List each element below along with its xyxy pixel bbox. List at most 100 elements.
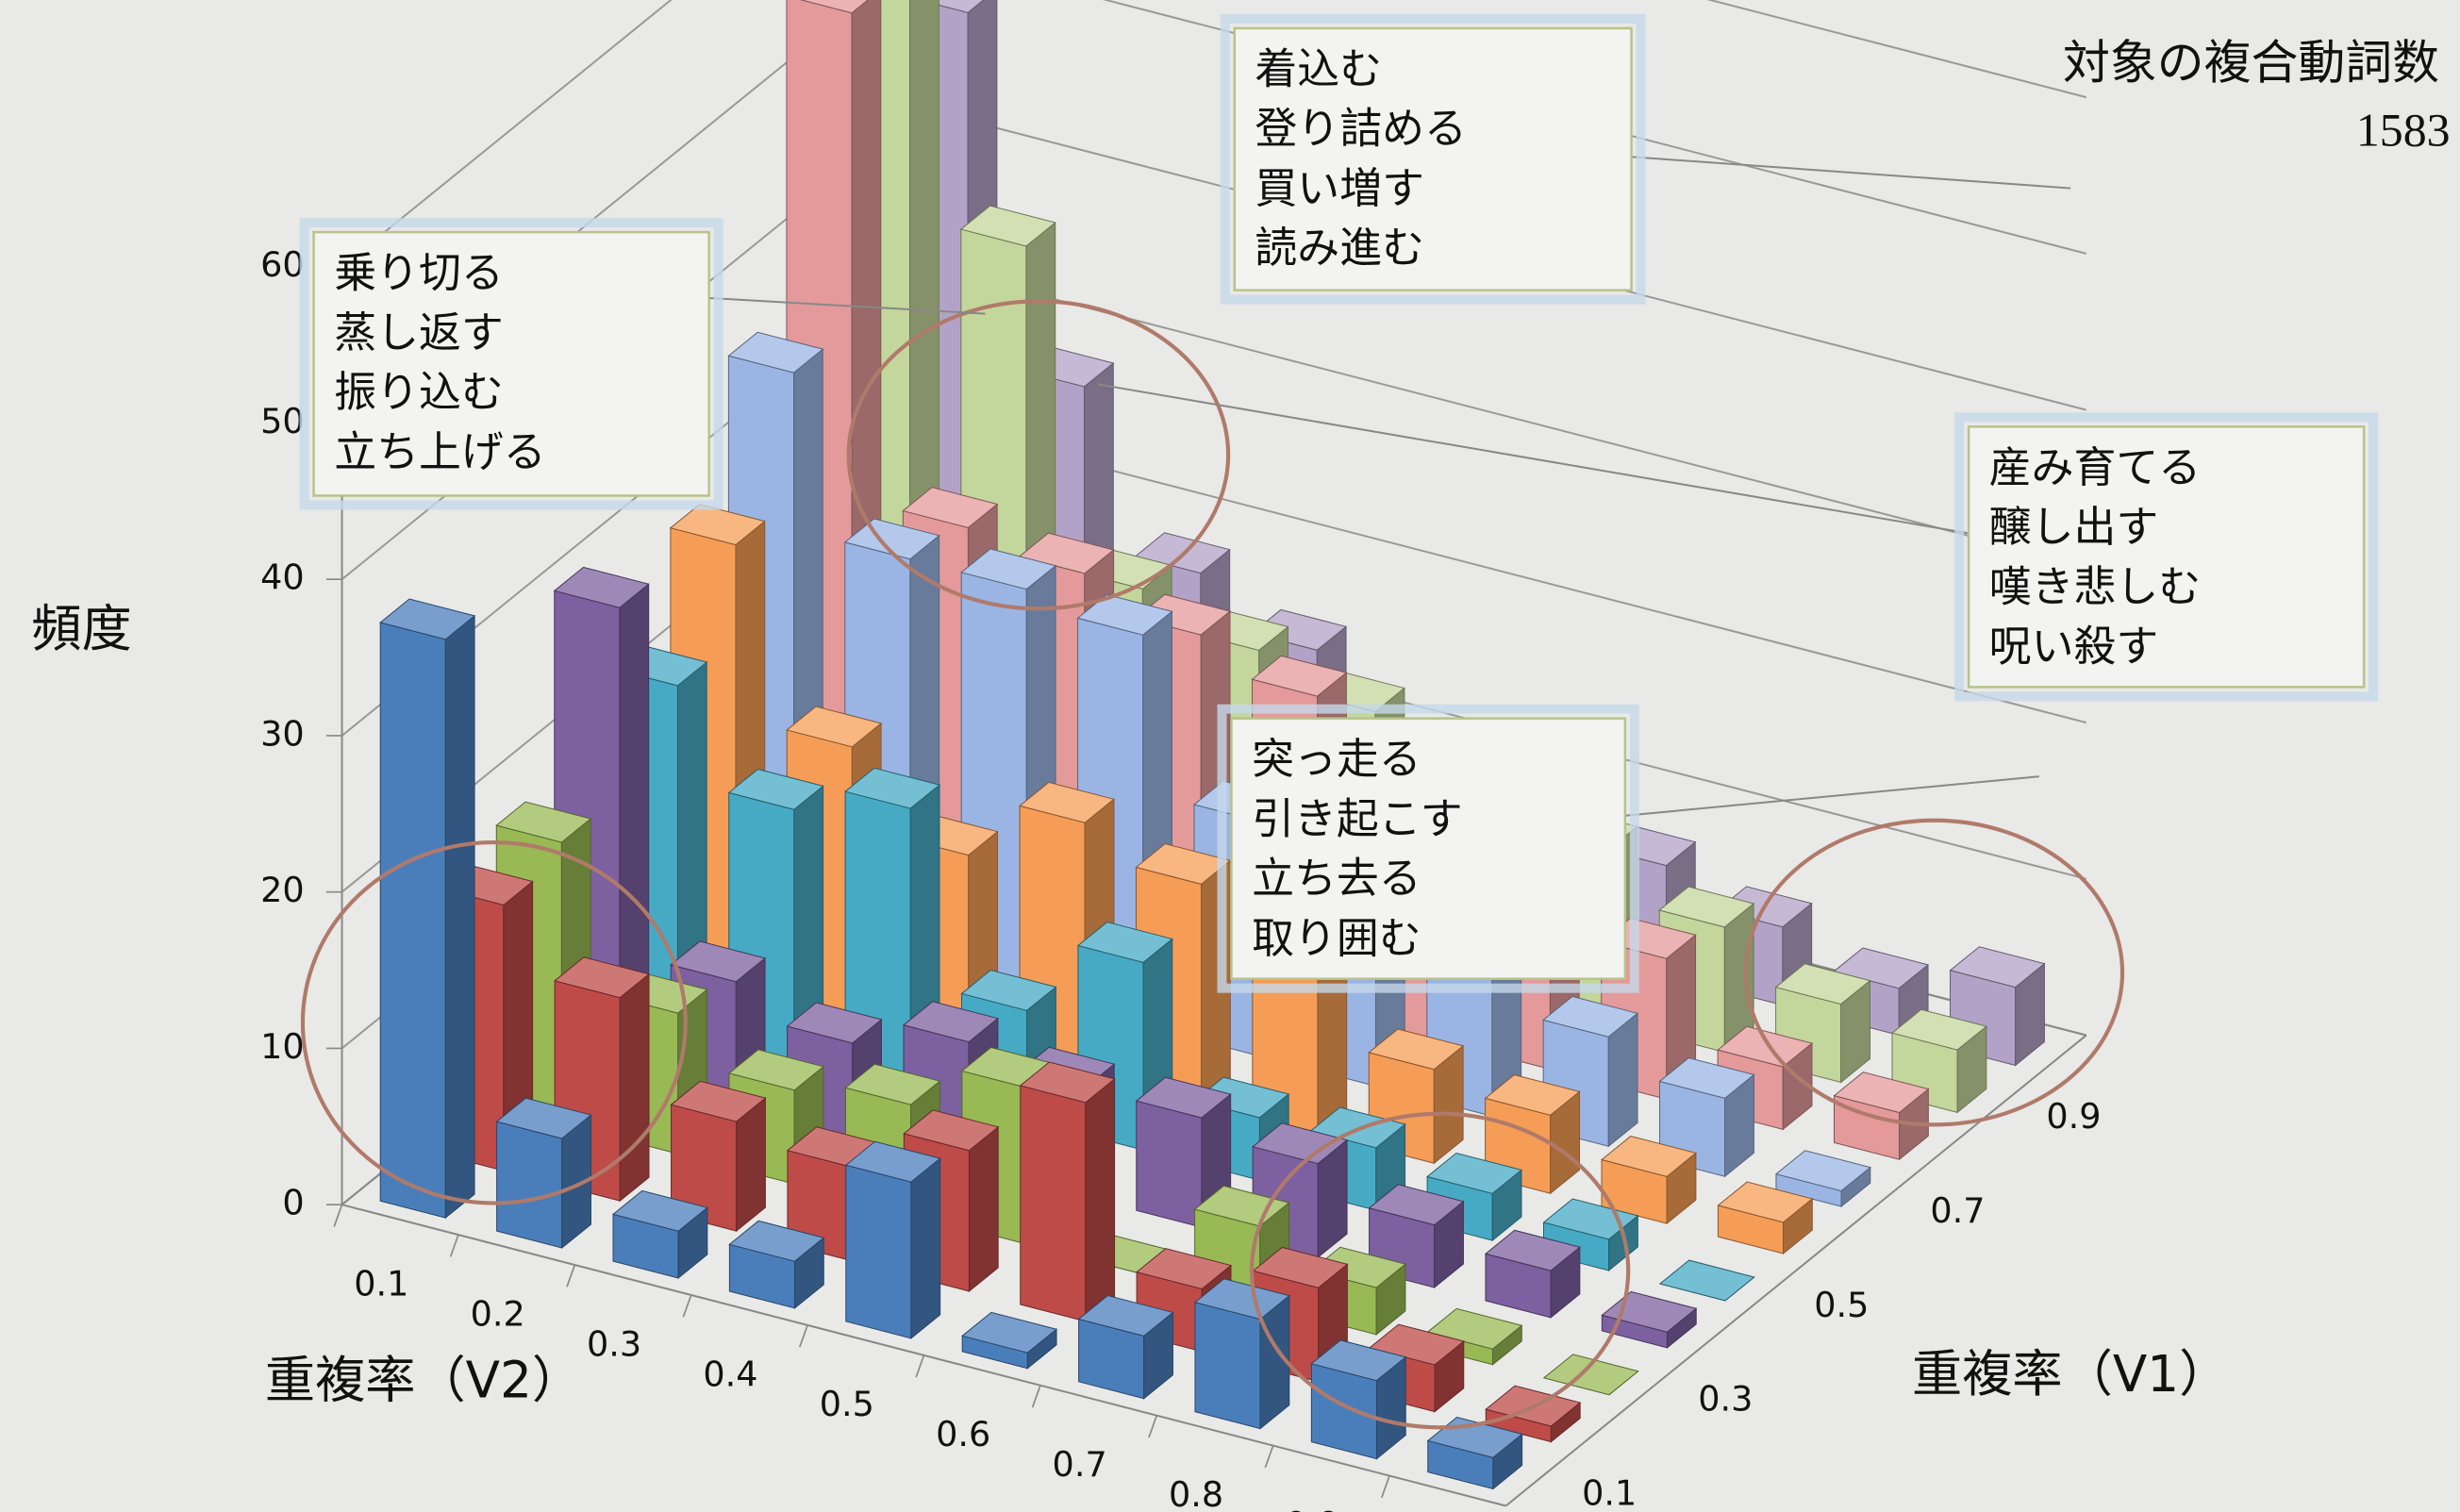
bar [1600,1136,1697,1225]
bar [844,1140,941,1339]
bar-front [1136,1100,1203,1228]
bar [1484,1229,1581,1319]
annotation-box [312,230,710,497]
annotation-text: 醸し出す [1989,502,2159,552]
bar-front [496,1121,563,1249]
x-tick-label: 0.1 [354,1263,408,1304]
bar-front [1020,1085,1087,1322]
bar-top [669,504,766,546]
bar [1310,1339,1407,1460]
y-tick-label: 20 [260,870,305,910]
annotation-box [1967,425,2366,689]
bar-top [727,331,824,374]
bar [961,1311,1058,1370]
x-tick-label: 0.2 [471,1293,525,1334]
bar-top [1717,1025,1814,1068]
bar-top [1600,1136,1697,1177]
bar-top [1426,1152,1523,1194]
bar-top [1310,1339,1407,1382]
bar [611,1189,708,1280]
bar-top [495,1097,592,1139]
z-tick-label: 0.1 [1582,1472,1637,1512]
annotation-text: 産み育てる [1989,442,2201,492]
bar [1077,1295,1174,1400]
z-tick-label: 0.9 [2046,1096,2101,1137]
bar-top [1076,922,1173,963]
annotation-text: 登り詰める [1255,104,1466,154]
annotation-text: 蒸し返す [334,307,504,357]
y-tick-label: 40 [260,557,305,598]
bar-top [1309,1246,1406,1288]
bar-side [968,1125,999,1292]
y-tick-label: 10 [260,1026,305,1067]
x-tick-label: 0.4 [703,1354,757,1394]
bar-top [1717,1181,1814,1223]
annotation-text: 買い増す [1255,163,1424,213]
bar-top [903,1109,1000,1152]
bar-top [1833,1072,1930,1114]
annotation-text: 取り囲む [1252,913,1421,963]
bar-top [1251,608,1348,651]
bar-top [1251,655,1348,697]
bar-top [1018,532,1115,574]
annotation-text: 立ち上げる [334,426,545,476]
bar [1484,1073,1581,1195]
bar-top [1658,1056,1755,1099]
bar-top [902,487,999,528]
y-tick-label: 50 [260,401,305,441]
axis-line [341,1204,1506,1507]
bar-top [786,706,883,748]
annotation-glow [1217,704,1639,993]
bar-top [1890,1008,1987,1051]
bar-top [786,1002,883,1044]
bar [1542,995,1639,1148]
bar-top [727,768,824,810]
bar-top [800,0,869,14]
y-tick-label: 30 [260,713,305,754]
bar [670,1080,767,1233]
annotation-text: 突っ走る [1252,734,1421,784]
bar-top [902,1001,999,1043]
x-tick-label: 0.7 [1053,1444,1107,1485]
grid-line [341,0,2087,268]
bar-top [1077,1295,1174,1337]
x-tick-label: 0.3 [587,1323,641,1364]
bar-top [960,548,1057,590]
labels: 対象の複合動詞数 1583 頻度 重複率（V2） 重複率（V1） 0 10 20 30… [31,35,2450,1512]
x-tick [566,1264,576,1288]
bar [1658,1259,1755,1302]
bar-top [843,518,940,560]
bar [379,598,476,1220]
bar-side [619,972,650,1203]
annotation-text: 呪い殺す [1989,621,2159,671]
bar-front [379,622,446,1219]
bar [1193,1278,1290,1430]
highlight-circle [846,299,1231,611]
bar-top [1193,1076,1290,1119]
bar-side [1085,1077,1116,1322]
bar-top [960,969,1057,1011]
bar-top [844,767,941,809]
x-tick [1264,1445,1274,1469]
x-axis-label: 重複率（V2） [265,1351,582,1409]
annotation-glow [299,218,723,510]
bar [1774,963,1871,1084]
bar-top [1368,1323,1465,1366]
z-tick-label: 0.7 [1930,1190,1985,1231]
bar-top [1949,946,2046,989]
title: 対象の複合動詞数 [2063,35,2439,90]
bar-top [1542,1354,1639,1396]
x-tick [1031,1385,1041,1408]
bar-top [554,956,651,999]
bar-top [1542,1198,1639,1240]
bar-top [1774,1150,1871,1192]
bar [1833,1072,1930,1161]
annotation-text: 引き起こす [1252,793,1463,843]
y-tick-label: 60 [260,244,305,285]
highlight-circle [1743,818,2125,1127]
bar-top [1019,1061,1116,1104]
bar [1717,1181,1814,1255]
bar-top [728,1220,825,1262]
